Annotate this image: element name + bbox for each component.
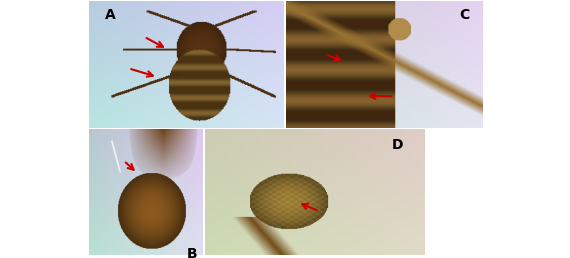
Text: B: B — [186, 247, 197, 258]
Text: C: C — [459, 8, 470, 22]
Text: D: D — [392, 138, 403, 152]
Text: A: A — [105, 8, 116, 22]
